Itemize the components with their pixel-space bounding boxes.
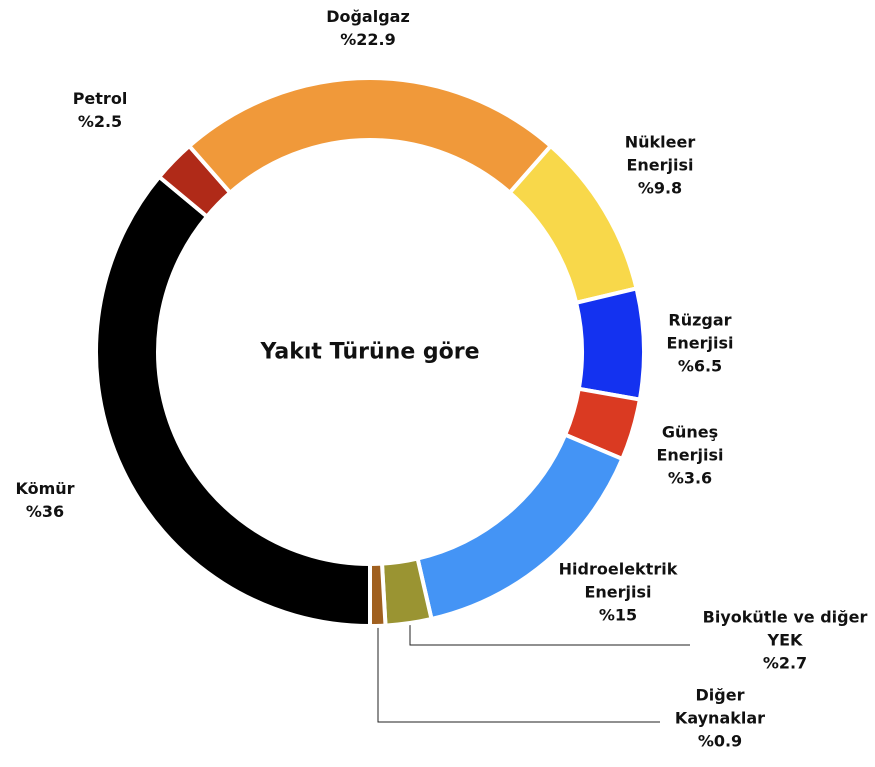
- data-label: Doğalgaz %22.9: [308, 5, 428, 51]
- donut-segment: [368, 561, 388, 629]
- data-label: Biyokütle ve diğer YEK %2.7: [690, 606, 875, 675]
- data-label: Hidroelektrik Enerjisi %15: [548, 558, 688, 627]
- category-label: Diğer Kaynaklar: [674, 685, 766, 728]
- data-label: Diğer Kaynaklar %0.9: [660, 684, 780, 753]
- donut-segment: [573, 285, 646, 402]
- category-label: Hidroelektrik Enerjisi: [558, 559, 678, 602]
- category-label: Güneş Enerjisi: [656, 422, 724, 465]
- value-label: %22.9: [340, 30, 396, 49]
- data-label: Rüzgar Enerjisi %6.5: [650, 309, 750, 378]
- category-label: Biyokütle ve diğer YEK: [702, 607, 868, 650]
- category-label: Doğalgaz: [326, 7, 410, 26]
- data-label: Petrol %2.5: [55, 87, 145, 133]
- value-label: %36: [25, 502, 65, 521]
- value-label: %6.5: [677, 356, 723, 376]
- leader-line: [409, 622, 690, 646]
- donut-segment: [186, 76, 554, 196]
- chart-title: Yakıt Türüne göre: [260, 339, 480, 365]
- data-label: Güneş Enerjisi %3.6: [640, 421, 740, 490]
- category-label: Rüzgar Enerjisi: [666, 310, 734, 353]
- leader-line: [377, 624, 660, 723]
- value-label: %2.5: [77, 112, 123, 131]
- category-label: Kömür: [15, 479, 75, 498]
- value-label: %0.9: [697, 731, 743, 751]
- value-label: %3.6: [667, 468, 713, 488]
- category-label: Nükleer Enerjisi: [624, 132, 696, 175]
- value-label: %2.7: [762, 653, 808, 673]
- data-label: Nükleer Enerjisi %9.8: [610, 131, 710, 200]
- donut-segment: [94, 174, 372, 629]
- data-label: Kömür %36: [0, 477, 90, 523]
- value-label: %15: [598, 605, 638, 625]
- value-label: %9.8: [637, 178, 683, 198]
- category-label: Petrol: [72, 89, 128, 108]
